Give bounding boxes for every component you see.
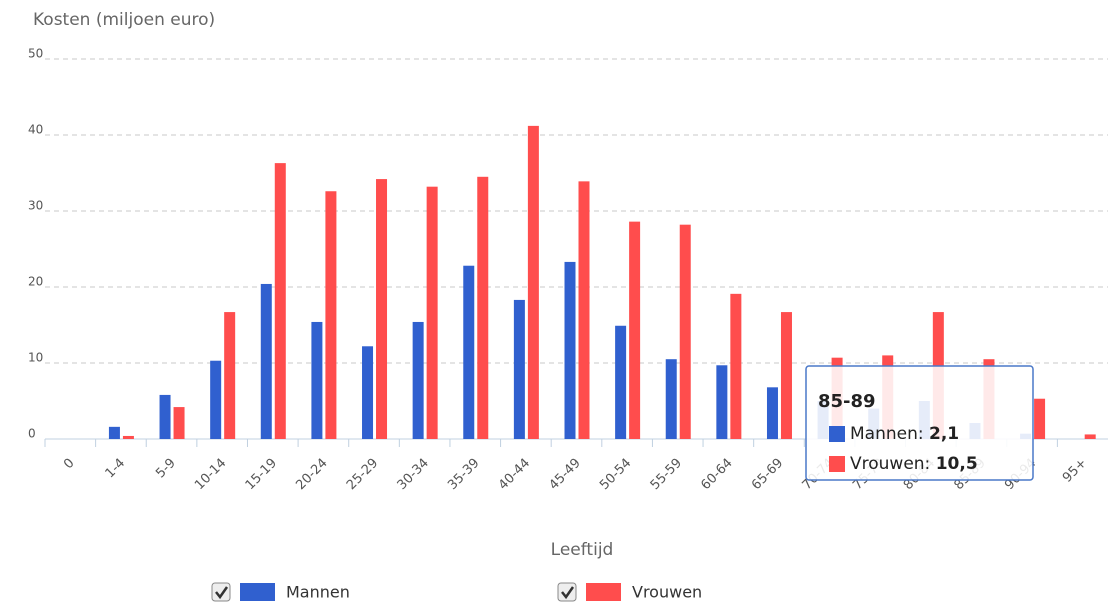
bar	[426, 186, 438, 439]
x-tick-label: 60-64	[698, 456, 735, 493]
bar	[527, 125, 539, 439]
y-tick-label: 20	[28, 275, 43, 289]
y-tick-label: 40	[28, 123, 43, 137]
tooltip-row: Vrouwen: 10,5	[850, 454, 978, 474]
legend-swatch	[586, 583, 621, 601]
bar	[716, 365, 728, 439]
bar	[1034, 398, 1046, 439]
bar	[311, 321, 323, 439]
bar	[224, 312, 236, 439]
tooltip-label: Vrouwen:	[850, 454, 930, 474]
bar	[615, 325, 627, 439]
bar	[1084, 434, 1096, 439]
bar	[159, 394, 171, 439]
legend-swatch	[240, 583, 275, 601]
x-tick-label: 65-69	[749, 456, 786, 493]
bar	[513, 299, 525, 439]
x-tick-label: 95+	[1060, 456, 1090, 486]
bar	[210, 360, 222, 439]
bar	[477, 176, 489, 440]
tooltip-box	[805, 365, 1034, 481]
tooltip-value: 2,1	[929, 424, 959, 444]
x-tick-label: 1-4	[103, 456, 129, 482]
bar	[274, 163, 286, 439]
x-tick-label: 30-34	[395, 456, 432, 493]
y-tick-label: 10	[28, 351, 43, 365]
bar	[665, 359, 677, 439]
legend-label: Mannen	[286, 583, 350, 602]
bar	[108, 426, 120, 439]
tooltip-value: 10,5	[936, 454, 978, 474]
x-tick-label: 20-24	[293, 456, 330, 493]
x-tick-label: 35-39	[445, 456, 482, 493]
legend-checkbox	[211, 582, 231, 602]
bar	[376, 179, 388, 439]
y-axis-title: Kosten (miljoen euro)	[33, 10, 215, 30]
checkmark	[561, 586, 575, 600]
bar	[173, 407, 185, 439]
bar	[679, 224, 691, 439]
x-tick-label: 25-29	[344, 456, 381, 493]
bar	[730, 293, 742, 439]
x-tick-label: 15-19	[243, 456, 280, 493]
bar	[362, 346, 374, 439]
bar	[564, 261, 576, 439]
bar	[412, 321, 424, 439]
legend-label: Vrouwen	[632, 583, 702, 602]
tooltip-label: Mannen:	[850, 424, 924, 444]
bar	[578, 181, 590, 440]
x-axis-title: Leeftijd	[551, 540, 614, 560]
y-tick-label: 0	[28, 427, 36, 441]
tooltip-swatch	[829, 426, 845, 442]
bar	[766, 387, 778, 439]
bar	[629, 221, 641, 439]
x-tick-label: 40-44	[496, 456, 533, 493]
legend-checkbox	[557, 582, 577, 602]
x-tick-label: 10-14	[192, 456, 229, 493]
legend-item[interactable]: Vrouwen	[557, 582, 702, 602]
x-tick-label: 55-59	[648, 456, 685, 493]
y-tick-label: 50	[28, 47, 43, 61]
tooltip-swatch	[829, 456, 845, 472]
bar	[325, 191, 337, 439]
bar	[780, 312, 792, 439]
x-tick-label: 45-49	[546, 456, 583, 493]
x-tick-label: 0	[61, 456, 77, 472]
tooltip: 85-89 Mannen: 2,1 Vrouwen: 10,5	[805, 365, 1034, 481]
y-tick-label: 30	[28, 199, 43, 213]
bar	[463, 265, 475, 439]
bar	[260, 283, 272, 439]
checkmark	[215, 586, 229, 600]
tooltip-row: Mannen: 2,1	[850, 424, 959, 444]
x-tick-label: 5-9	[153, 456, 179, 482]
legend-item[interactable]: Mannen	[211, 582, 350, 602]
x-tick-label: 50-54	[597, 456, 634, 493]
bar	[122, 435, 134, 439]
tooltip-title: 85-89	[818, 391, 876, 412]
